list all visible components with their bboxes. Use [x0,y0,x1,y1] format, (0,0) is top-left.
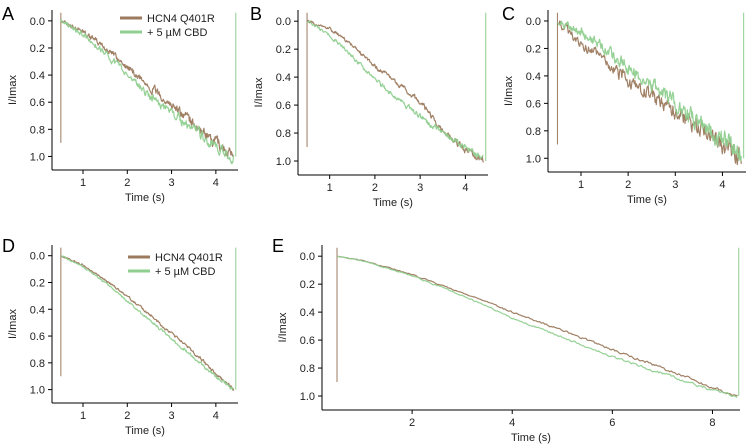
panel-a-xtick-label: 1 [80,177,86,189]
panel-b-ytick-label: 0.4 [276,72,291,84]
panel-c-plot: 0.0 0.2 0.4 0.6 0.8 1.0 1 2 3 4 Time (s) I/Imax [503,10,746,206]
panel-e-ytick-label: 0.0 [300,251,315,263]
panel-d-ytick-label: 0.6 [30,331,45,343]
panel-d-xtick-label: 3 [169,410,175,422]
panel-d-ytick-label: 0.8 [30,358,45,370]
panel-e-trace-cbd [336,255,738,398]
panel-c: C 0.0 0.2 0.4 0.6 0.8 1.0 1 2 3 4 Time (s) I/Imax [502,4,746,206]
panel-e-xtick-label: 8 [709,417,715,429]
panel-b-ylabel: I/Imax [253,77,265,107]
panel-a-legend-label: + 5 µM CBD [147,27,207,39]
panel-a-xtick-label: 3 [169,177,175,189]
panel-c-xtick-label: 2 [625,179,631,191]
panel-c-ytick-label: 0.8 [526,126,541,138]
panel-a-xtick-label: 4 [213,177,219,189]
panel-a-ytick-label: 0.0 [30,16,45,28]
panel-c-ytick-label: 0.4 [526,71,541,83]
panel-b-trace-cbd [306,20,484,160]
panel-e: E 0.0 0.2 0.4 0.6 0.8 1.0 2 4 6 8 Time (s) I/Imax [272,236,740,444]
panel-d-ytick-label: 0.2 [30,277,45,289]
panel-d-xlabel: Time (s) [125,425,165,437]
panel-c-xtick-label: 4 [719,179,725,191]
panel-e-xtick-label: 2 [409,417,415,429]
panel-b-xtick-label: 3 [417,182,423,194]
panel-b-label: B [250,4,262,24]
panel-b-xtick-label: 2 [372,182,378,194]
panel-e-xtick-label: 4 [509,417,515,429]
panel-b-xlabel: Time (s) [373,197,413,209]
panel-c-ylabel: I/Imax [503,76,515,106]
panel-c-ytick-label: 0.0 [526,16,541,28]
panel-a-xlabel: Time (s) [125,192,165,204]
panel-e-ylabel: I/Imax [277,312,289,342]
panel-e-xtick-label: 6 [609,417,615,429]
panel-b-ytick-label: 0.8 [276,128,291,140]
panel-d-plot: 0.0 0.2 0.4 0.6 0.8 1.0 1 2 3 4 Time (s) I/Imax HCN4… [7,245,238,437]
panel-a-ytick-label: 0.8 [30,124,45,136]
panel-e-trace-hcn4-q401r [337,255,738,397]
panel-a-ytick-label: 0.2 [30,43,45,55]
panel-e-ytick-label: 1.0 [300,391,315,403]
panel-a-label: A [2,4,14,24]
panel-d-xtick-label: 4 [213,410,219,422]
panel-a-ytick-label: 0.6 [30,97,45,109]
panel-a-trace-hcn4-q401r [60,19,235,159]
panel-e-xlabel: Time (s) [511,432,551,444]
panel-e-plot: 0.0 0.2 0.4 0.6 0.8 1.0 2 4 6 8 Time (s) I/Imax [277,245,740,444]
panel-c-ytick-label: 0.2 [526,43,541,55]
panel-d-legend-label: HCN4 Q401R [155,252,223,264]
panel-d-ytick-label: 0.0 [30,251,45,263]
panel-d: D 0.0 0.2 0.4 0.6 0.8 1.0 1 2 3 4 Time (s) I/Imax HC… [2,236,238,437]
panel-d-label: D [2,236,15,256]
panel-e-label: E [272,236,284,256]
panel-a-legend-label: HCN4 Q401R [147,13,215,25]
panel-d-trace-cbd [60,255,235,390]
panel-b-xtick-label: 1 [327,182,333,194]
panel-d-ytick-label: 1.0 [30,385,45,397]
panel-b-plot: 0.0 0.2 0.4 0.6 0.8 1.0 1 2 3 4 Time (s) I/Imax [253,10,488,209]
panel-b-ytick-label: 0.2 [276,44,291,56]
panel-e-ytick-label: 0.6 [300,335,315,347]
panel-a-trace-cbd [60,19,235,165]
panel-c-trace-hcn4-q401r [556,20,742,166]
panel-c-trace-cbd [557,20,742,162]
panel-d-xtick-label: 2 [124,410,130,422]
panel-c-ytick-label: 0.6 [526,98,541,110]
panel-d-xtick-label: 1 [80,410,86,422]
panel-a-ytick-label: 1.0 [30,151,45,163]
panel-a: A 0.0 0.2 0.4 0.6 0.8 1.0 1 2 3 4 Time (s) I/Imax HC… [2,4,238,204]
panel-d-ytick-label: 0.4 [30,304,45,316]
panel-c-xtick-label: 3 [672,179,678,191]
panel-a-ylabel: I/Imax [7,75,19,105]
panel-e-ytick-label: 0.4 [300,307,315,319]
panel-a-xtick-label: 2 [124,177,130,189]
panel-a-plot: 0.0 0.2 0.4 0.6 0.8 1.0 1 2 3 4 Time (s) I/Imax HCN4… [7,10,238,204]
panel-d-ylabel: I/Imax [7,309,19,339]
panel-b-ytick-label: 1.0 [276,156,291,168]
panel-e-ytick-label: 0.2 [300,279,315,291]
panel-b-xtick-label: 4 [462,182,468,194]
panel-c-ytick-label: 1.0 [526,153,541,165]
panel-d-legend-label: + 5 µM CBD [155,266,215,278]
panel-c-xtick-label: 1 [578,179,584,191]
panel-d-trace-hcn4-q401r [60,255,235,391]
panel-a-ytick-label: 0.4 [30,70,45,82]
panel-e-ytick-label: 0.8 [300,363,315,375]
panel-b: B 0.0 0.2 0.4 0.6 0.8 1.0 1 2 3 4 Time (s) I/Imax [250,4,488,209]
panel-c-label: C [502,4,515,24]
panel-b-ytick-label: 0.0 [276,16,291,28]
panel-c-xlabel: Time (s) [627,194,667,206]
panel-b-ytick-label: 0.6 [276,100,291,112]
